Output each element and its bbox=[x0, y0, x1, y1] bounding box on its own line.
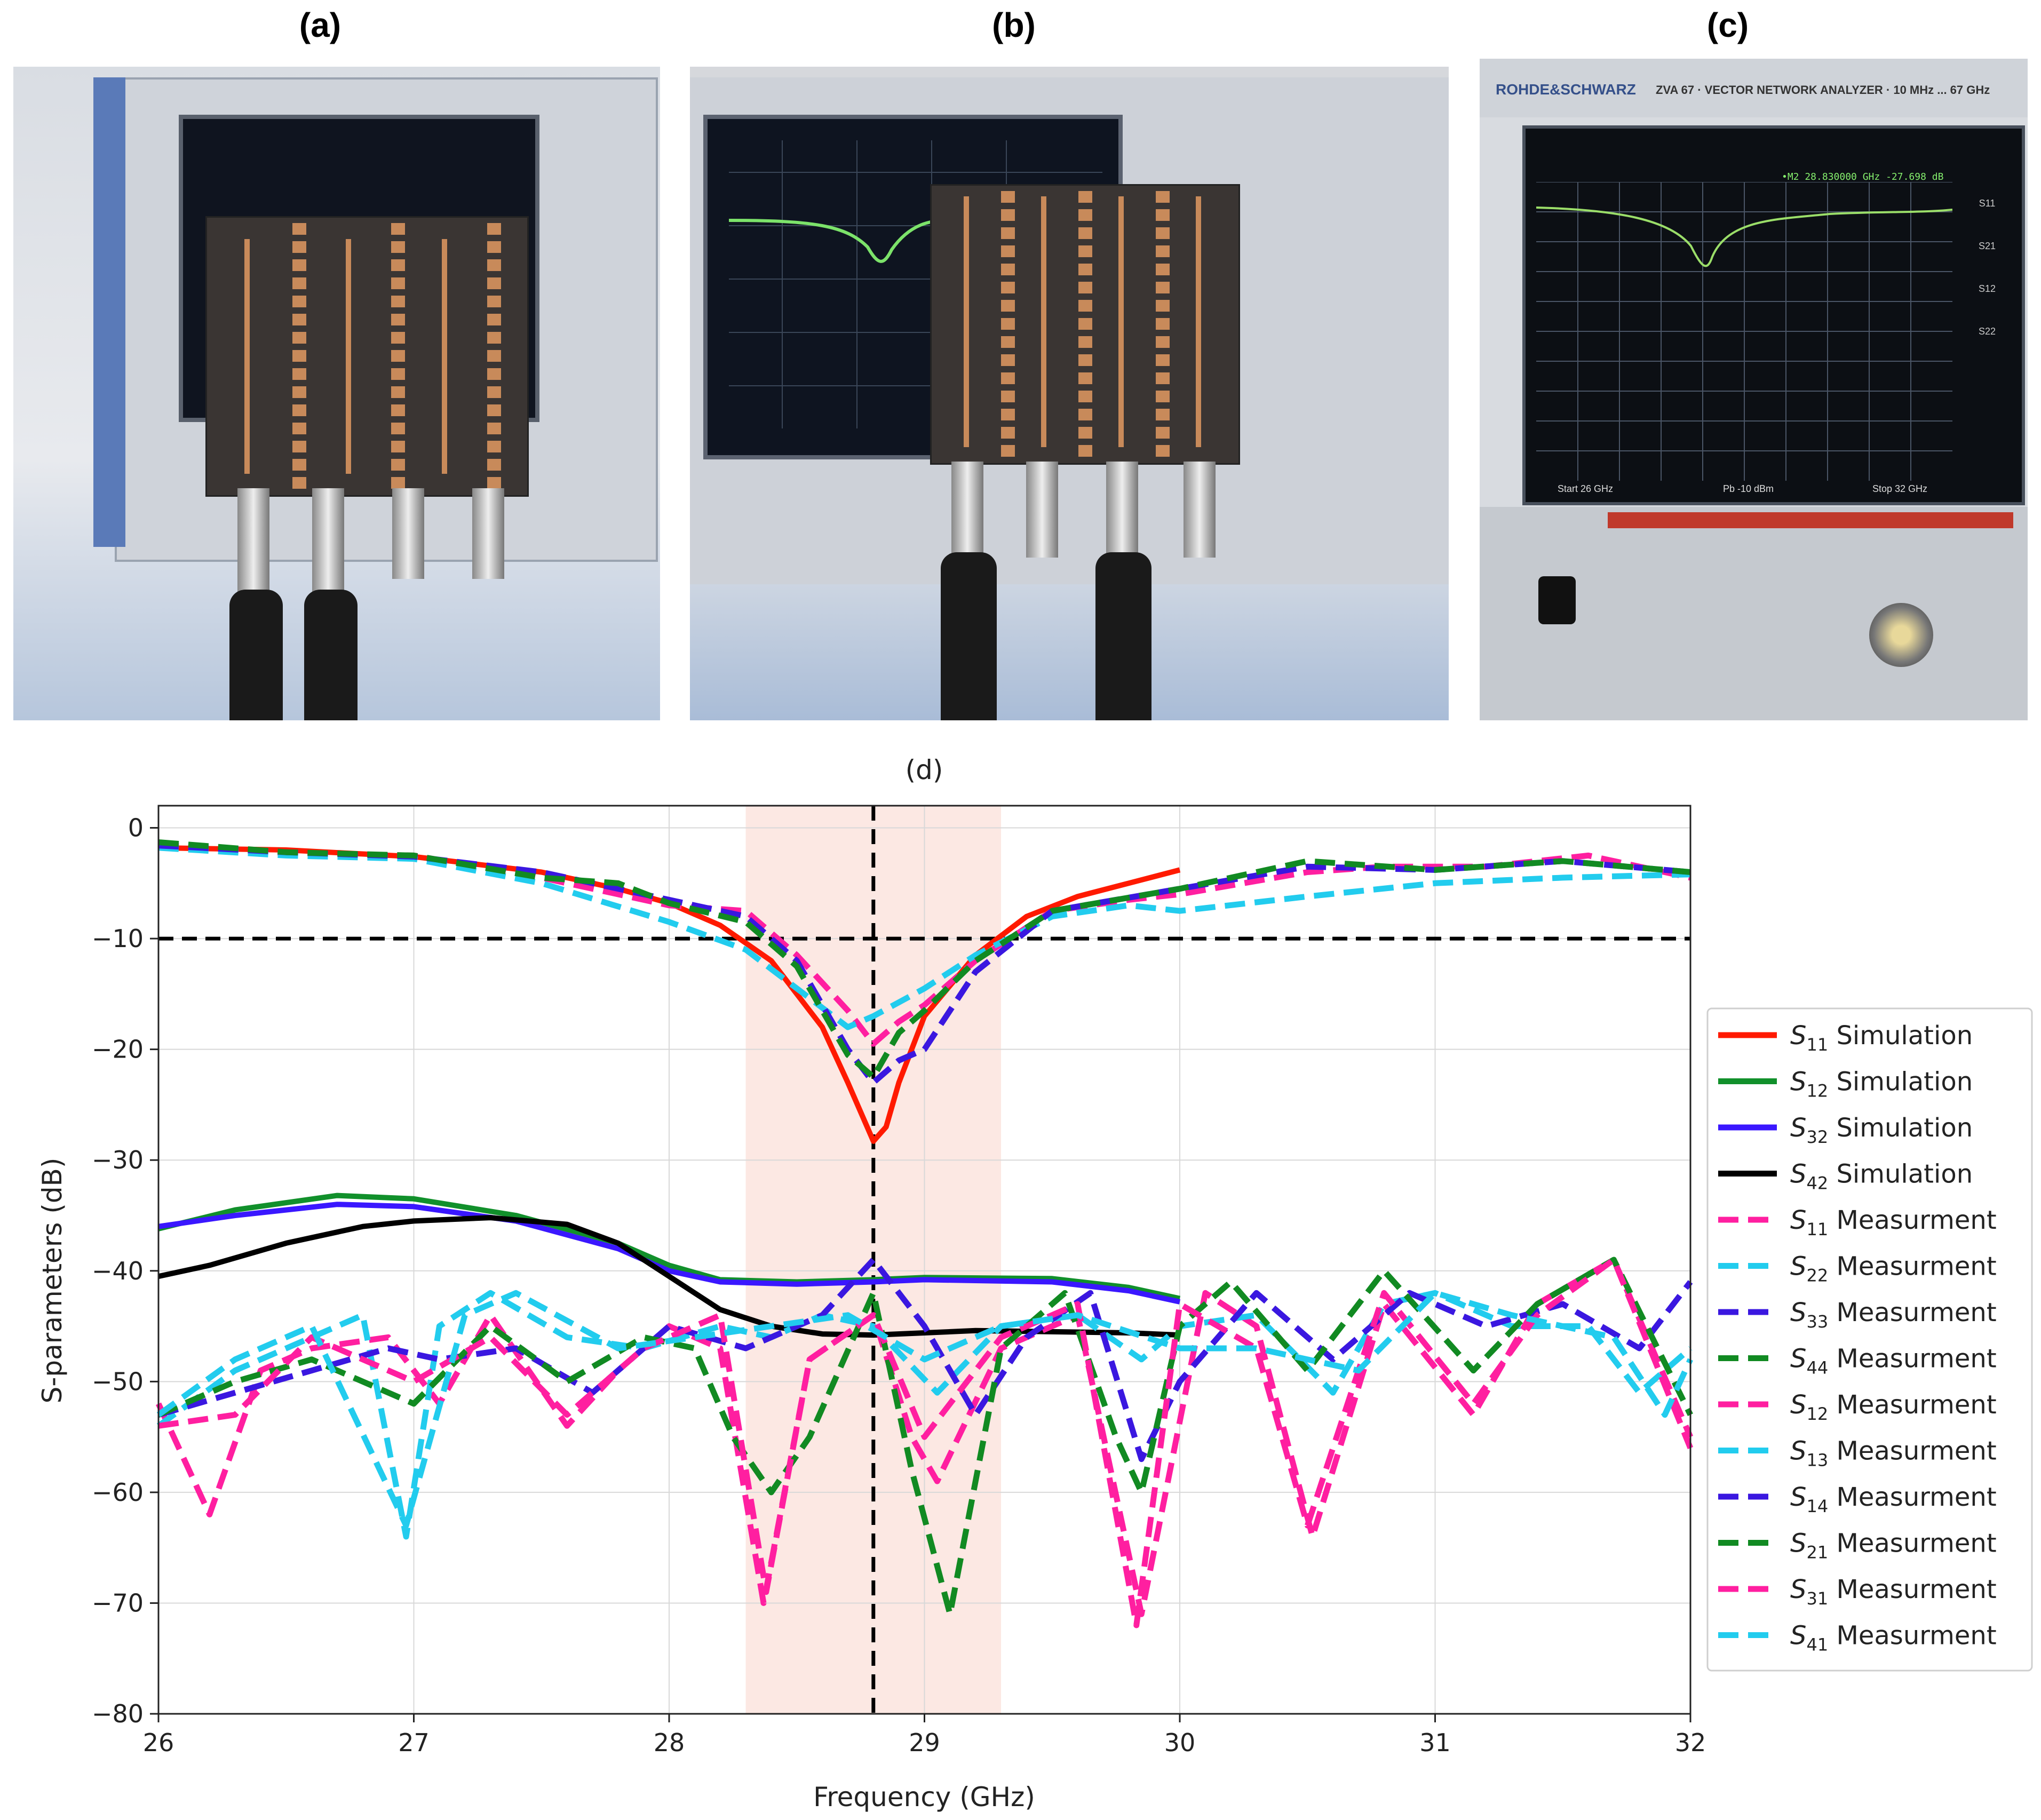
connector-1 bbox=[951, 462, 983, 568]
vna-power: Pb -10 dBm bbox=[1723, 483, 1774, 494]
photo-b bbox=[690, 67, 1449, 720]
antenna-board bbox=[205, 216, 529, 497]
usb-cable bbox=[1538, 576, 1576, 624]
legend-entry: S12 Measurment bbox=[1790, 1390, 1997, 1424]
vna-brand: ROHDE&SCHWARZ bbox=[1496, 81, 1636, 98]
y-tick-label: −50 bbox=[92, 1367, 144, 1396]
x-tick-label: 29 bbox=[909, 1728, 940, 1757]
legend-entry: S11 Measurment bbox=[1790, 1205, 1997, 1239]
y-tick-label: −60 bbox=[92, 1478, 144, 1507]
vna-screen: •M2 28.830000 GHz -27.698 dB S11 S21 S12… bbox=[1522, 125, 2025, 505]
series-dash-s33-6 bbox=[158, 843, 1691, 1086]
x-axis-label: Frequency (GHz) bbox=[813, 1782, 1035, 1813]
vna-model: ZVA 67 · VECTOR NETWORK ANALYZER · 10 MH… bbox=[1656, 83, 1990, 97]
series-solid-s11-0 bbox=[158, 845, 1181, 1144]
photo-c: ROHDE&SCHWARZ ZVA 67 · VECTOR NETWORK AN… bbox=[1480, 59, 2028, 720]
y-tick-label: −20 bbox=[92, 1035, 144, 1064]
cable-2 bbox=[1095, 552, 1151, 720]
series-dash-s21-11 bbox=[157, 1257, 1693, 1617]
cable-1 bbox=[941, 552, 997, 720]
connector-3 bbox=[1106, 462, 1138, 568]
legend-entry: S44 Measurment bbox=[1790, 1344, 1997, 1378]
vna-stop-freq: Stop 32 GHz bbox=[1872, 483, 1928, 494]
y-tick-label: −40 bbox=[92, 1257, 144, 1285]
legend-entry: S13 Measurment bbox=[1790, 1436, 1997, 1471]
series-solid-s32-2 bbox=[158, 1202, 1181, 1305]
series-dash-s22-5 bbox=[158, 845, 1691, 1030]
vna-button-s12[interactable]: S12 bbox=[1978, 283, 1996, 294]
connector-4 bbox=[1184, 462, 1216, 558]
y-tick-label: −80 bbox=[92, 1699, 144, 1728]
vna-top-bar: ROHDE&SCHWARZ ZVA 67 · VECTOR NETWORK AN… bbox=[1480, 59, 2028, 117]
vna-button-s22[interactable]: S22 bbox=[1978, 326, 1996, 337]
vna-marker-readout: •M2 28.830000 GHz -27.698 dB bbox=[1782, 171, 1944, 182]
connector-4 bbox=[472, 488, 504, 579]
connector-3 bbox=[392, 488, 424, 579]
connector-2 bbox=[1026, 462, 1058, 558]
y-tick-label: −30 bbox=[92, 1146, 144, 1174]
series-dash-s41-13 bbox=[156, 1290, 1693, 1529]
connector-2 bbox=[312, 488, 344, 595]
legend-entry: S11 Simulation bbox=[1790, 1021, 1973, 1055]
legend-entry: S31 Measurment bbox=[1790, 1575, 1997, 1609]
x-tick-label: 32 bbox=[1675, 1728, 1706, 1757]
legend-entry: S12 Simulation bbox=[1790, 1067, 1973, 1101]
legend-entry: S32 Simulation bbox=[1790, 1113, 1973, 1147]
s-parameter-chart: (d) 26 27 28 29 30 31 32 0 −10 −20 −30 −40 −50 −60 −70… bbox=[37, 754, 2033, 1813]
x-tick-label: 28 bbox=[654, 1728, 685, 1757]
cable-2 bbox=[304, 590, 358, 720]
vna-port-panel bbox=[1480, 507, 2028, 720]
panel-b-label: (b) bbox=[992, 6, 1036, 44]
x-tick-label: 27 bbox=[398, 1728, 430, 1757]
x-tick-label: 30 bbox=[1164, 1728, 1196, 1757]
series-dash-s11-4 bbox=[158, 841, 1691, 1047]
photo-a bbox=[13, 67, 660, 720]
connector-1 bbox=[237, 488, 269, 595]
y-tick-label: −70 bbox=[92, 1588, 144, 1617]
legend-entry: S21 Measurment bbox=[1790, 1529, 1997, 1563]
vna-blue-frame bbox=[93, 77, 125, 547]
vna-side-buttons: S11 S21 S12 S22 bbox=[1958, 182, 2016, 353]
port-connector bbox=[1869, 603, 1933, 667]
panel-c-label: (c) bbox=[1706, 6, 1749, 44]
antenna-board bbox=[930, 184, 1240, 465]
y-tick-label: −10 bbox=[92, 924, 144, 953]
y-tick-label: 0 bbox=[128, 814, 144, 843]
x-tick-label: 26 bbox=[143, 1728, 174, 1757]
cable-1 bbox=[229, 590, 283, 720]
vna-button-s21[interactable]: S21 bbox=[1978, 241, 1996, 251]
legend-box bbox=[1706, 1007, 2033, 1672]
series-solid-s12-1 bbox=[157, 1193, 1181, 1301]
y-axis-label: S-parameters (dB) bbox=[37, 1158, 68, 1404]
vna-button-s11[interactable]: S11 bbox=[1979, 198, 1996, 209]
legend: S11 Simulation S12 Simulation S32 Simulati… bbox=[1706, 1007, 2033, 1672]
legend-entry: S33 Measurment bbox=[1790, 1298, 1997, 1332]
legend-entry: S14 Measurment bbox=[1790, 1482, 1997, 1516]
legend-entry: S41 Measurment bbox=[1790, 1621, 1997, 1655]
series-dash-s14-10 bbox=[157, 1257, 1693, 1463]
x-tick-label: 31 bbox=[1419, 1728, 1451, 1757]
panel-a-label: (a) bbox=[299, 6, 342, 44]
series-dash-s31-12 bbox=[158, 1257, 1694, 1628]
chart-title: (d) bbox=[906, 754, 943, 785]
legend-entry: S42 Simulation bbox=[1790, 1159, 1973, 1194]
legend-entry: S22 Measurment bbox=[1790, 1252, 1997, 1286]
vna-start-freq: Start 26 GHz bbox=[1558, 483, 1614, 494]
